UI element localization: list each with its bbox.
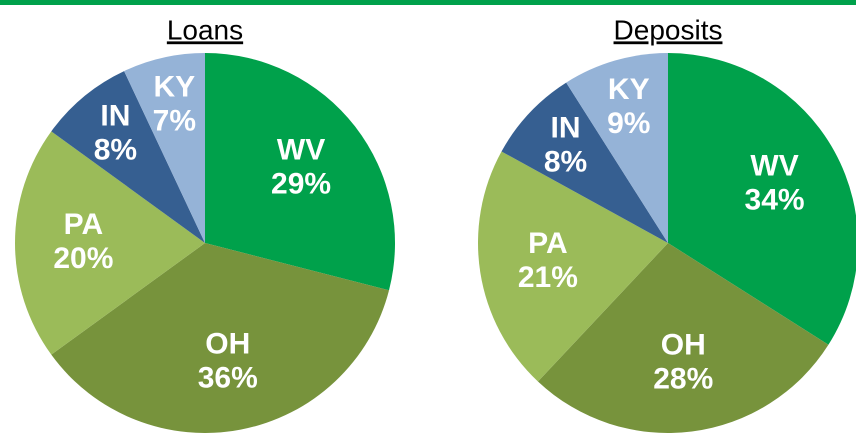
slice-name: PA [528, 227, 567, 260]
slice-name: OH [205, 327, 250, 360]
slice-name: OH [661, 329, 706, 362]
slice-value: 9% [607, 107, 650, 140]
slice-value: 36% [198, 361, 258, 394]
chart-title: Deposits [614, 14, 723, 45]
slice-name: WV [277, 133, 325, 166]
slice-value: 34% [745, 183, 805, 216]
slice-name: IN [551, 112, 581, 145]
pie-slice [51, 71, 205, 244]
slice-name: IN [100, 100, 130, 133]
pie-slice [51, 243, 390, 434]
pie-slice [124, 53, 205, 243]
slice-name: WV [750, 149, 798, 182]
pie-slice [205, 53, 396, 291]
slice-name: KY [153, 71, 195, 104]
pie-slice [15, 131, 205, 355]
slice-value: 8% [94, 134, 137, 167]
slice-name: PA [64, 208, 103, 241]
slice-name: KY [608, 73, 650, 106]
pie-slice [566, 53, 668, 243]
slice-value: 29% [271, 167, 331, 200]
pie-slice [501, 82, 668, 243]
pie-slice [668, 53, 856, 345]
pie-slice [477, 151, 668, 382]
pie-slice [537, 243, 829, 433]
slice-value: 28% [653, 363, 713, 396]
slice-value: 21% [518, 261, 578, 294]
slice-value: 8% [544, 146, 587, 179]
chart-title: Loans [167, 14, 243, 45]
top-rule [0, 0, 856, 5]
slice-value: 20% [53, 242, 113, 275]
slice-value: 7% [153, 105, 196, 138]
